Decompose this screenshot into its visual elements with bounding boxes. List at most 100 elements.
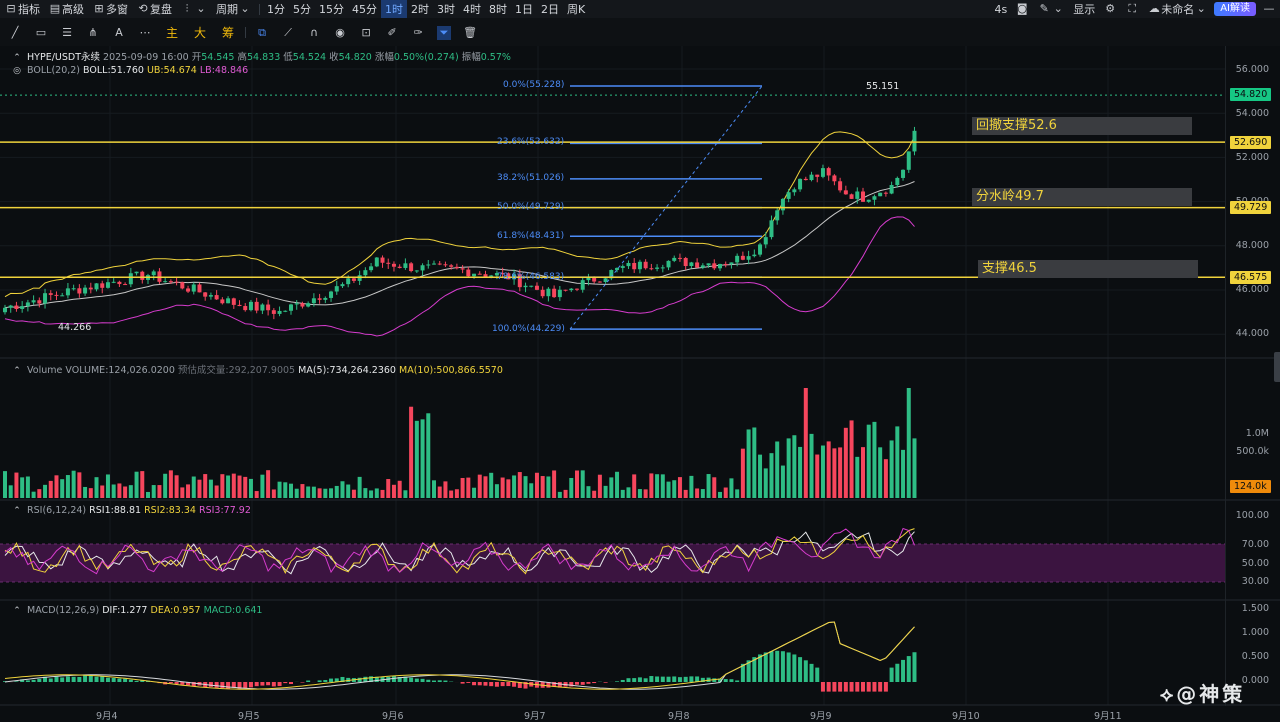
volume-bar [283,482,287,498]
volume-bar [443,481,447,498]
macd-histogram-bar [215,682,219,688]
candle-body [186,288,190,291]
volume-ma10: MA(10):500,866.5570 [399,365,503,376]
volume-bar [421,419,425,498]
volume-bar [363,488,367,498]
candle-body [752,255,756,257]
volume-bar [483,476,487,498]
volume-badge: 124.0k [1230,480,1271,493]
macd-tick: 0.500 [1242,651,1269,662]
candle-body [95,283,99,289]
candle-body [564,290,568,291]
macd-histogram-bar [135,681,139,682]
volume-bar [83,487,87,498]
macd-histogram-bar [621,680,625,682]
collapse-icon[interactable]: ⌃ [10,504,24,518]
macd-histogram-bar [787,652,791,682]
volume-bar [106,474,110,498]
volume-bar [689,476,693,498]
macd-histogram-bar [180,682,184,685]
collapse-icon[interactable]: ⌃ [10,604,24,618]
volume-bar [901,450,905,498]
candle-body [14,306,18,309]
volume-bar [146,492,150,498]
macd-tick: 0.000 [1242,675,1269,686]
volume-bar [415,421,419,498]
candle-body [552,289,556,297]
volume-bar [506,479,510,498]
volume-bar [278,482,282,498]
macd-histogram-bar [415,679,419,682]
macd-info-line: ⌃ MACD(12,26,9) DIF:1.277 DEA:0.957 MACD… [10,604,262,618]
candle-body [278,311,282,314]
rsi-tick: 100.00 [1236,510,1269,521]
annotation-retrace-support[interactable]: 回撤支撑52.6 [972,117,1192,135]
volume-bar [758,455,762,498]
macd-histogram-bar [249,682,253,687]
candle-body [781,199,785,210]
candle-body [266,305,270,311]
candle-body [175,282,179,283]
candle-body [541,290,545,296]
volume-bar [392,485,396,498]
price-axis[interactable]: 56.000 54.000 52.000 50.000 48.000 46.00… [1225,46,1280,706]
amplitude-value: 0.57% [481,52,511,63]
candle-body [215,295,219,299]
volume-bar [798,447,802,498]
macd-histogram-bar [432,681,436,682]
price-tick: 46.000 [1236,284,1269,295]
candle-body [867,200,871,202]
volume-bars [3,388,916,498]
candle-body [381,258,385,263]
macd-histogram-bar [689,676,693,682]
macd-histogram-bar [729,679,733,682]
macd-tick: 1.000 [1242,627,1269,638]
rsi-info-line: ⌃ RSI(6,12,24) RSI1:88.81 RSI2:83.34 RSI… [10,504,251,518]
volume-bar [810,434,814,498]
price-tick: 52.000 [1236,152,1269,163]
close-value: 54.820 [339,52,372,63]
volume-bar [907,388,911,498]
macd-histogram-bar [850,682,854,692]
volume-bar [398,481,402,498]
volume-bar [197,480,201,498]
collapse-icon[interactable]: ⌃ [10,364,24,378]
candle-body [83,288,87,294]
macd-histogram-bar [466,682,470,683]
candle-body [718,264,722,268]
volume-bar [632,474,636,498]
volume-bar [243,477,247,498]
volume-bar [529,483,533,498]
candle-body [872,196,876,200]
fib-label-500: 50.0%(49.729) [497,202,564,212]
annotation-support[interactable]: 支撑46.5 [978,260,1198,278]
macd-histogram-bar [363,677,367,682]
macd-histogram-bar [861,682,865,692]
macd-histogram-bar [489,682,493,686]
volume-bar [175,475,179,498]
eye-icon[interactable]: ◎ [10,64,24,78]
macd-tick: 1.500 [1242,603,1269,614]
macd-histogram-bar [278,682,282,686]
volume-bar [832,448,836,498]
panel-collapse-handle[interactable] [1274,352,1280,382]
candle-body [163,281,167,282]
macd-histogram-bar [775,651,779,682]
macd-histogram-bar [684,677,688,682]
volume-bar [129,485,133,498]
macd-histogram-bar [872,682,876,692]
candle-body [878,193,882,197]
volume-bar [741,449,745,498]
candle-body [701,265,705,267]
volume-bar [667,482,671,498]
volume-bar [855,457,859,498]
candle-body [735,256,739,263]
annotation-watershed[interactable]: 分水岭49.7 [972,188,1192,206]
collapse-icon[interactable]: ⌃ [10,51,24,65]
macd-histogram-bar [724,679,728,682]
macd-histogram-bar [358,678,362,682]
volume-bar [409,407,413,498]
macd-histogram-bar [810,664,814,682]
candle-body [129,273,133,284]
volume-bar [100,485,104,498]
